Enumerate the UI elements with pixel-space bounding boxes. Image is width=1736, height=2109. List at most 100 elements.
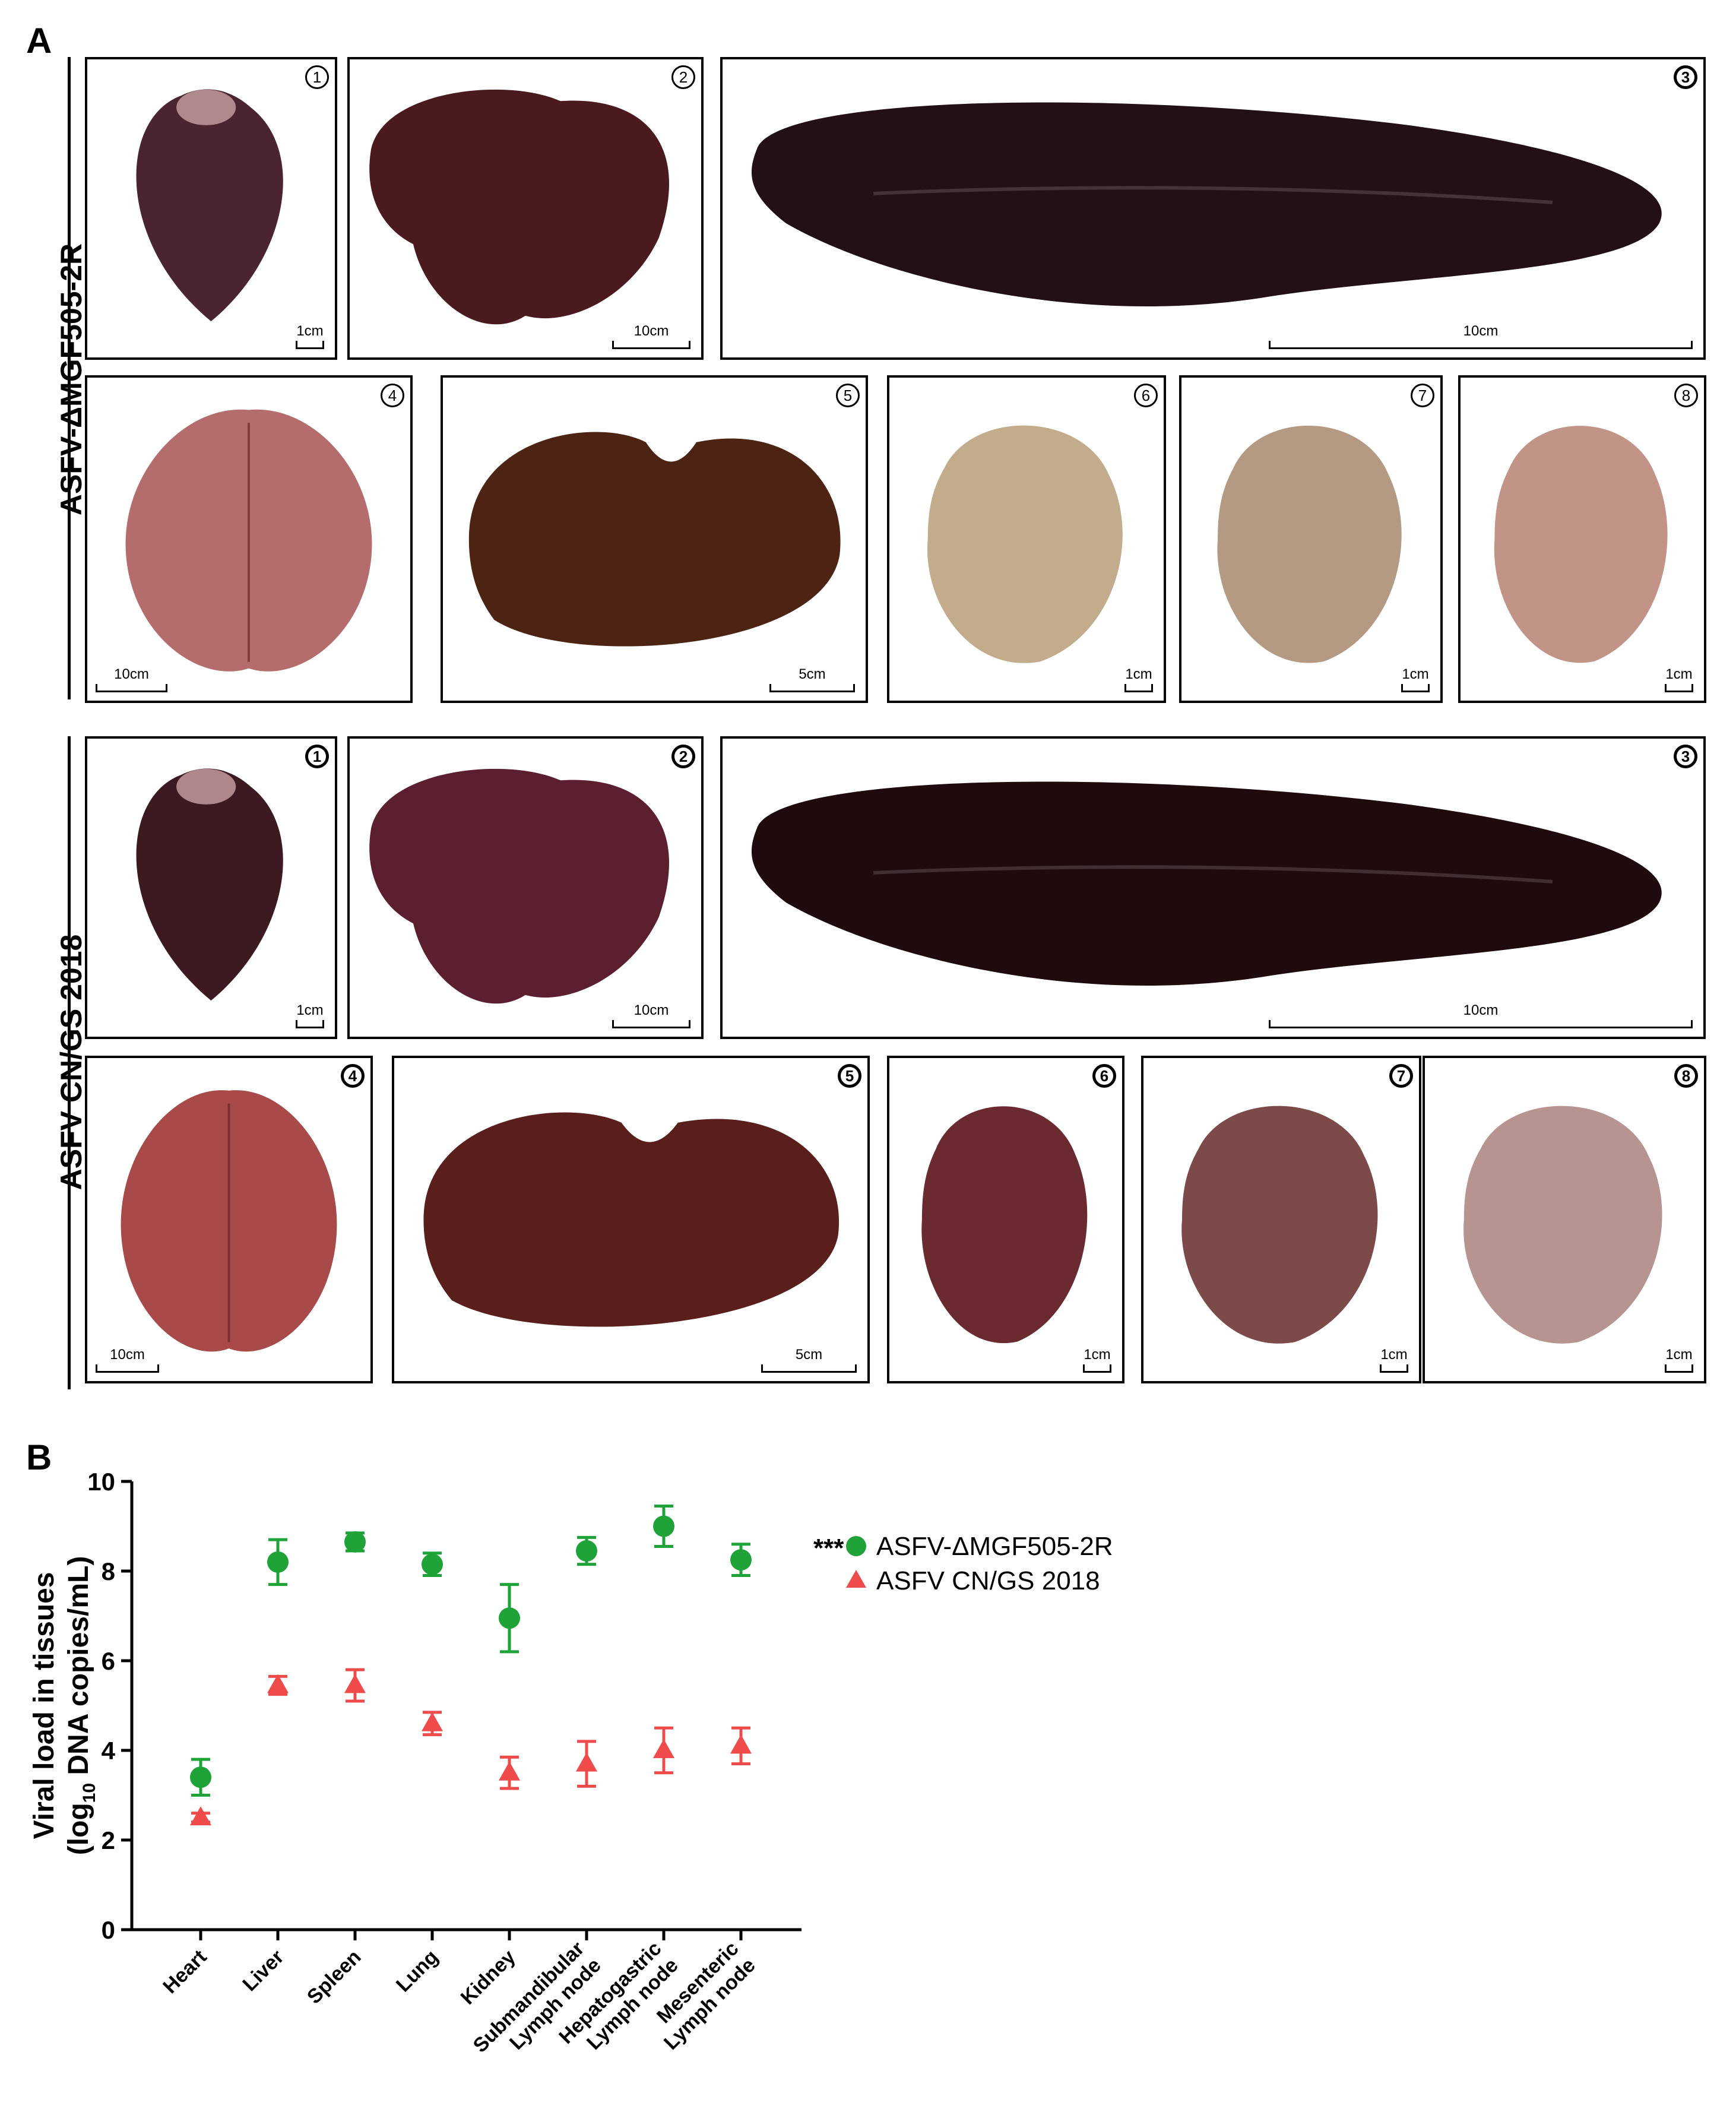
group-2-tile-6-lymph-node-photo: 6 1cm — [887, 1056, 1124, 1383]
data-point-triangle — [653, 1739, 674, 1758]
x-tick-label-line: Liver — [238, 1946, 288, 1996]
group-2-tile-7-lymph-node-photo: 7 1cm — [1141, 1056, 1421, 1383]
tile-number-badge: 5 — [836, 384, 860, 407]
scale-bar — [1083, 1364, 1111, 1373]
data-point-circle — [653, 1515, 674, 1537]
x-tick-label-line: Spleen — [303, 1946, 366, 2009]
scale-bar — [1269, 1020, 1693, 1028]
data-point-triangle — [267, 1674, 289, 1693]
scale-bar — [1665, 1364, 1693, 1373]
tile-number-badge: 1 — [305, 65, 329, 89]
data-point-circle — [267, 1551, 289, 1573]
scale-bar-label: 1cm — [1665, 1347, 1693, 1363]
y-axis-label-part: DNA copies/mL) — [63, 1556, 94, 1783]
scale-bar — [96, 1364, 159, 1373]
group-2-tile-2-liver-photo: 2 10cm — [347, 736, 704, 1039]
group-1-tile-4-lung-photo: 4 10cm — [85, 375, 413, 703]
group-1-tile-2-liver-photo: 2 10cm — [347, 57, 704, 360]
group-2-bracket — [68, 736, 71, 1389]
scale-bar-label: 10cm — [1463, 1002, 1499, 1018]
y-tick-label: 4 — [102, 1737, 116, 1765]
group-2-tile-4-lung-photo: 4 10cm — [85, 1056, 373, 1383]
y-tick-label: 6 — [102, 1647, 115, 1675]
scale-bar — [612, 1020, 690, 1028]
tile-number-badge: 3 — [1674, 745, 1697, 768]
data-point-triangle — [190, 1806, 211, 1826]
scale-bar-label: 10cm — [114, 666, 149, 682]
lymph-node-specimen-image — [927, 425, 1123, 663]
y-axis-label-line2: (log10 DNA copies/mL) — [63, 1556, 99, 1855]
significance-marker: *** — [813, 1534, 844, 1563]
tile-number-badge: 7 — [1389, 1064, 1413, 1088]
panel-a-letter: A — [26, 21, 52, 61]
scale-bar-label: 1cm — [1665, 666, 1693, 682]
group-1-tile-3-spleen-photo: 3 10cm — [720, 57, 1706, 360]
kidney-specimen-image — [468, 432, 841, 647]
x-tick-label-line: Lung — [392, 1946, 443, 1997]
tile-number-badge: 2 — [671, 65, 695, 89]
tile-number-badge: 4 — [341, 1064, 365, 1088]
scale-bar — [769, 684, 855, 692]
tile-number-badge: 8 — [1674, 1064, 1698, 1088]
group-2-tile-8-lymph-node-photo: 8 1cm — [1423, 1056, 1706, 1383]
scale-bar — [761, 1364, 857, 1373]
scale-bar-label: 10cm — [633, 323, 669, 339]
heart-specimen-image — [136, 768, 283, 1001]
spleen-specimen-image — [751, 102, 1662, 307]
data-point-triangle — [730, 1734, 752, 1754]
scale-bar-label: 1cm — [296, 323, 324, 339]
lymph-node-specimen-image — [1463, 1106, 1662, 1344]
scale-bar-label: 1cm — [1402, 666, 1429, 682]
group-1-tile-1-heart-photo: 1 1cm — [85, 57, 337, 360]
y-axis-label-part: 10 — [80, 1783, 99, 1803]
y-axis-label-part: (log — [63, 1803, 94, 1855]
x-tick-label: Spleen — [303, 1946, 366, 2009]
group-2-tile-1-heart-photo: 1 1cm — [85, 736, 337, 1039]
group-1-tile-6-lymph-node-photo: 6 1cm — [887, 375, 1166, 703]
lymph-node-specimen-image — [921, 1106, 1088, 1344]
scale-bar — [96, 684, 167, 692]
tile-number-badge: 7 — [1411, 384, 1434, 407]
tile-number-badge: 6 — [1134, 384, 1158, 407]
legend-triangle-marker — [846, 1570, 866, 1588]
group-1-label: ASFV-ΔMGF505-2R — [55, 243, 88, 516]
data-point-circle — [344, 1531, 366, 1553]
scale-bar — [296, 341, 324, 349]
lymph-node-specimen-image — [1494, 426, 1668, 663]
kidney-specimen-image — [423, 1112, 840, 1327]
tile-number-badge: 5 — [838, 1064, 861, 1088]
lung-specimen-image — [121, 1090, 337, 1352]
y-tick-label: 10 — [87, 1468, 115, 1496]
y-axis-label-line1: Viral load in tissues — [28, 1572, 60, 1839]
scale-bar — [1380, 1364, 1408, 1373]
group-2-label: ASFV CN/GS 2018 — [55, 934, 88, 1190]
data-point-circle — [190, 1766, 211, 1788]
group-2-tile-3-spleen-photo: 3 10cm — [720, 736, 1706, 1039]
y-tick-label: 0 — [102, 1916, 115, 1944]
scale-bar-label: 1cm — [1125, 666, 1152, 682]
tile-number-badge: 2 — [671, 745, 695, 768]
group-1-tile-5-kidney-photo: 5 5cm — [441, 375, 868, 703]
scale-bar-label: 1cm — [1084, 1347, 1111, 1363]
scale-bar — [612, 341, 690, 349]
data-point-triangle — [576, 1752, 597, 1772]
scale-bar-label: 1cm — [1380, 1347, 1408, 1363]
legend-circle-marker — [846, 1536, 866, 1556]
legend-label: ASFV CN/GS 2018 — [876, 1566, 1100, 1595]
group-1-bracket — [68, 57, 71, 699]
scale-bar — [296, 1020, 324, 1028]
data-point-triangle — [422, 1712, 443, 1731]
lung-specimen-image — [125, 409, 372, 672]
scale-bar — [1665, 684, 1693, 692]
lymph-node-specimen-image — [1181, 1106, 1378, 1344]
heart-specimen-image — [136, 89, 283, 322]
scale-bar-label: 1cm — [296, 1002, 324, 1018]
scale-bar-label: 10cm — [110, 1347, 145, 1363]
tile-number-badge: 6 — [1092, 1064, 1116, 1088]
liver-specimen-image — [369, 768, 670, 1004]
x-tick-label: Lung — [392, 1946, 443, 1997]
lymph-node-specimen-image — [1217, 425, 1402, 663]
x-tick-label: Liver — [238, 1946, 288, 1996]
scale-bar-label: 5cm — [795, 1347, 823, 1363]
